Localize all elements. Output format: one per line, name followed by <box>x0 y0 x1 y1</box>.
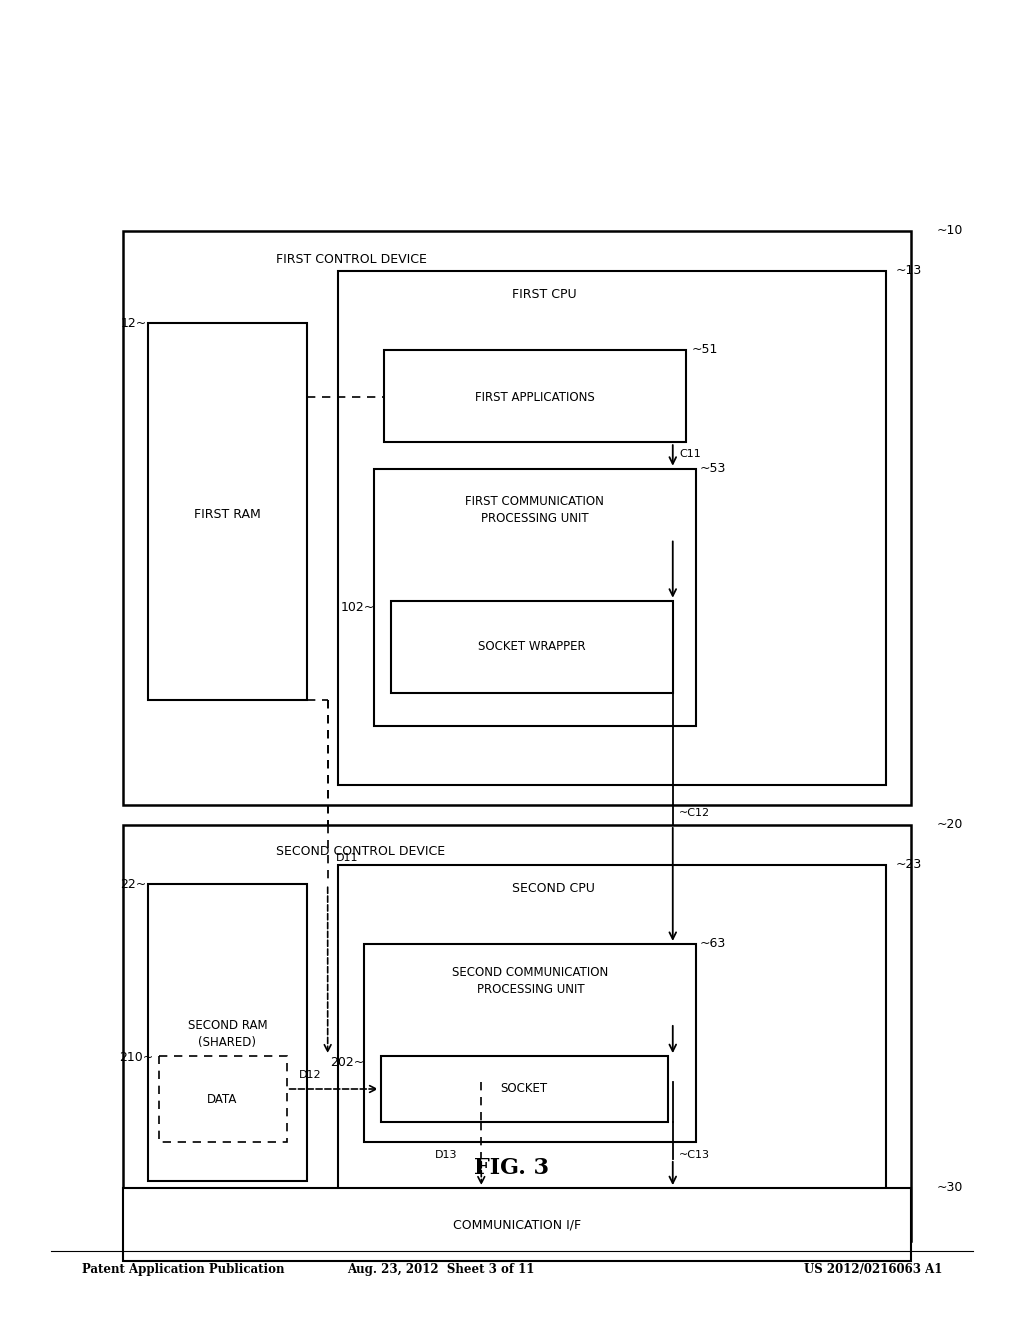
Bar <box>159 1056 287 1142</box>
Text: ~13: ~13 <box>896 264 923 277</box>
Text: FIRST CPU: FIRST CPU <box>512 288 577 301</box>
Text: FIG. 3: FIG. 3 <box>474 1158 550 1179</box>
Bar <box>123 231 911 805</box>
Text: SOCKET WRAPPER: SOCKET WRAPPER <box>477 640 586 653</box>
Text: D11: D11 <box>336 853 358 863</box>
Text: 102~: 102~ <box>341 601 375 614</box>
Text: ~53: ~53 <box>699 462 726 475</box>
Text: SECOND COMMUNICATION
PROCESSING UNIT: SECOND COMMUNICATION PROCESSING UNIT <box>453 966 608 997</box>
Text: 12~: 12~ <box>120 317 146 330</box>
Bar <box>148 323 307 700</box>
Text: ~C12: ~C12 <box>679 808 710 818</box>
Text: D12: D12 <box>299 1069 322 1080</box>
Text: SECOND CONTROL DEVICE: SECOND CONTROL DEVICE <box>276 845 445 858</box>
Bar <box>338 271 886 785</box>
Bar <box>374 469 696 726</box>
Text: SECOND CPU: SECOND CPU <box>512 882 595 895</box>
Text: FIRST COMMUNICATION
PROCESSING UNIT: FIRST COMMUNICATION PROCESSING UNIT <box>465 495 604 525</box>
Text: 202~: 202~ <box>331 1056 365 1069</box>
Bar <box>381 1056 668 1122</box>
Text: SOCKET: SOCKET <box>501 1082 548 1096</box>
Text: D13: D13 <box>435 1150 458 1160</box>
Text: COMMUNICATION I/F: COMMUNICATION I/F <box>453 1218 582 1232</box>
Text: FIRST RAM: FIRST RAM <box>194 508 261 521</box>
Bar <box>123 1188 911 1261</box>
Bar <box>338 865 886 1210</box>
Bar <box>123 825 911 1241</box>
Text: C11: C11 <box>679 449 700 459</box>
Text: ~10: ~10 <box>937 224 964 238</box>
Text: ~51: ~51 <box>691 343 718 356</box>
Text: 22~: 22~ <box>120 878 146 891</box>
Bar <box>148 884 307 1181</box>
Bar <box>391 601 673 693</box>
Text: DATA: DATA <box>207 1093 238 1106</box>
Text: 210~: 210~ <box>120 1051 154 1064</box>
Text: ~C13: ~C13 <box>679 1150 710 1160</box>
Text: ~30: ~30 <box>937 1181 964 1195</box>
Text: FIRST CONTROL DEVICE: FIRST CONTROL DEVICE <box>276 253 427 267</box>
Bar <box>384 350 686 442</box>
Text: ~63: ~63 <box>699 937 726 950</box>
Text: ~23: ~23 <box>896 858 923 871</box>
Text: ~20: ~20 <box>937 818 964 832</box>
Text: SECOND RAM
(SHARED): SECOND RAM (SHARED) <box>187 1019 267 1048</box>
Text: Aug. 23, 2012  Sheet 3 of 11: Aug. 23, 2012 Sheet 3 of 11 <box>347 1263 534 1276</box>
Text: Patent Application Publication: Patent Application Publication <box>82 1263 285 1276</box>
Text: US 2012/0216063 A1: US 2012/0216063 A1 <box>804 1263 942 1276</box>
Bar <box>364 944 696 1142</box>
Text: FIRST APPLICATIONS: FIRST APPLICATIONS <box>475 391 594 404</box>
